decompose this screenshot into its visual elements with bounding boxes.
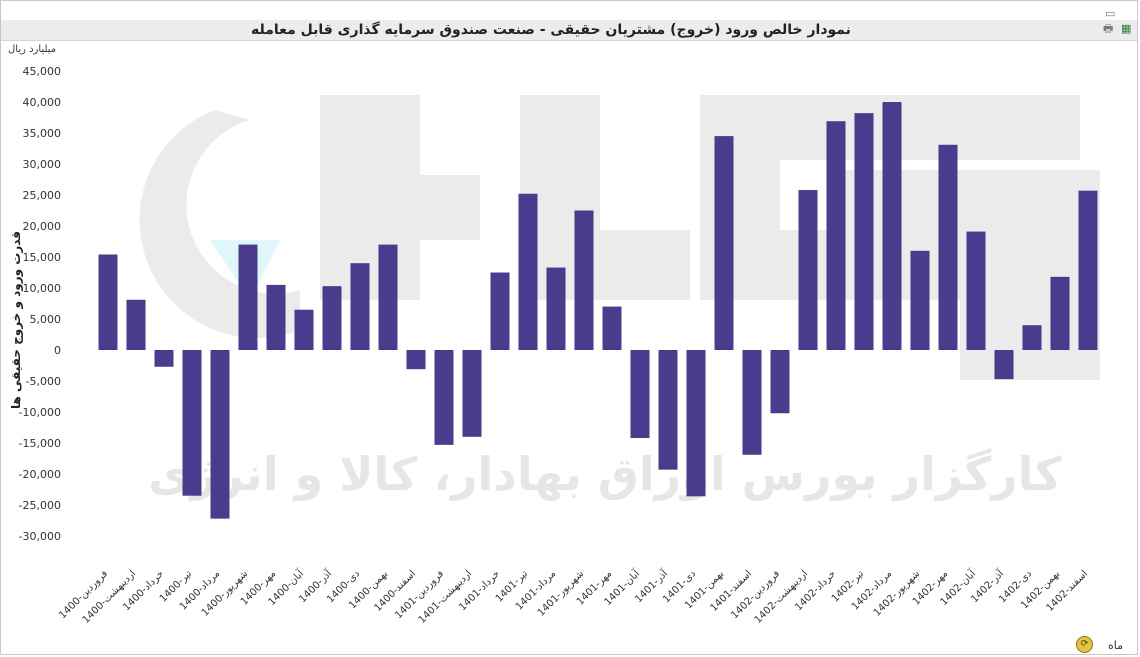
- y-tick-label: 15,000: [23, 251, 62, 264]
- y-tick-label: -5,000: [26, 375, 61, 388]
- bar[interactable]: [462, 350, 482, 437]
- watermark-text: کارگزار بورس اوراق بهادار، کالا و انرژی: [148, 447, 1062, 501]
- bar[interactable]: [238, 244, 258, 350]
- bar[interactable]: [826, 121, 846, 350]
- bar[interactable]: [126, 299, 146, 350]
- bar[interactable]: [266, 284, 286, 350]
- bar[interactable]: [1022, 325, 1042, 350]
- bar[interactable]: [602, 306, 622, 350]
- bar[interactable]: [574, 210, 594, 351]
- y-tick-label: -30,000: [19, 530, 61, 543]
- bar[interactable]: [294, 309, 314, 350]
- bar[interactable]: [1050, 276, 1070, 350]
- bar[interactable]: [854, 113, 874, 350]
- y-tick-label: 20,000: [23, 220, 62, 233]
- bar[interactable]: [714, 136, 734, 350]
- bar[interactable]: [406, 350, 426, 370]
- bar[interactable]: [658, 350, 678, 470]
- bar[interactable]: [182, 350, 202, 496]
- y-axis-label: قدرت ورود و خروج حقیقی ها: [9, 230, 23, 410]
- y-tick-label: 40,000: [23, 96, 62, 109]
- bar[interactable]: [434, 350, 454, 445]
- x-axis-label: ماه: [1108, 639, 1124, 652]
- bar[interactable]: [882, 102, 902, 350]
- bar[interactable]: [910, 250, 930, 350]
- bar[interactable]: [98, 254, 118, 350]
- x-axis: 1400-فروردین1400-اردیبهشت1400-خرداد1400-…: [57, 566, 1090, 626]
- y-tick-label: 0: [54, 344, 61, 357]
- bar[interactable]: [378, 244, 398, 350]
- y-axis-unit: میلیارد ریال: [8, 44, 57, 55]
- bar[interactable]: [798, 190, 818, 350]
- bar[interactable]: [154, 350, 174, 367]
- y-tick-label: 35,000: [23, 127, 62, 140]
- maximize-icon[interactable]: ▭: [1105, 7, 1116, 20]
- y-tick-label: 25,000: [23, 189, 62, 202]
- chart-title: نمودار خالص ورود (خروج) مشتریان حقیقی - …: [251, 22, 851, 38]
- refresh-icon[interactable]: ⟳: [1076, 636, 1093, 653]
- print-icon[interactable]: 🖶: [1103, 22, 1114, 35]
- export-excel-icon[interactable]: ▦: [1121, 22, 1132, 35]
- y-tick-label: 10,000: [23, 282, 62, 295]
- y-tick-label: -25,000: [19, 499, 61, 512]
- bar[interactable]: [210, 350, 230, 519]
- bar[interactable]: [966, 231, 986, 350]
- x-tick-label: 1400-فروردین: [57, 568, 110, 621]
- bars: [98, 102, 1098, 519]
- bar[interactable]: [938, 144, 958, 350]
- bar[interactable]: [630, 350, 650, 439]
- y-tick-label: -10,000: [19, 406, 61, 419]
- y-tick-label: 45,000: [23, 65, 62, 78]
- bar[interactable]: [686, 350, 706, 497]
- bar[interactable]: [490, 272, 510, 351]
- bar[interactable]: [518, 193, 538, 350]
- bar[interactable]: [994, 350, 1014, 380]
- y-tick-label: -15,000: [19, 437, 61, 450]
- bar[interactable]: [770, 350, 790, 414]
- y-tick-label: 5,000: [30, 313, 62, 326]
- bar[interactable]: [742, 350, 762, 455]
- bar[interactable]: [322, 286, 342, 350]
- bar[interactable]: [546, 267, 566, 350]
- y-tick-label: -20,000: [19, 468, 61, 481]
- y-axis-label-wrap: قدرت ورود و خروج حقیقی ها: [4, 230, 28, 410]
- y-axis: 45,000 40,000 35,000 30,000 25,000 20,000 15,0…: [19, 65, 61, 543]
- chart-title-bar: نمودار خالص ورود (خروج) مشتریان حقیقی - …: [1, 8, 1137, 41]
- bar[interactable]: [1078, 190, 1098, 350]
- bar[interactable]: [350, 263, 370, 350]
- y-tick-label: 30,000: [23, 158, 62, 171]
